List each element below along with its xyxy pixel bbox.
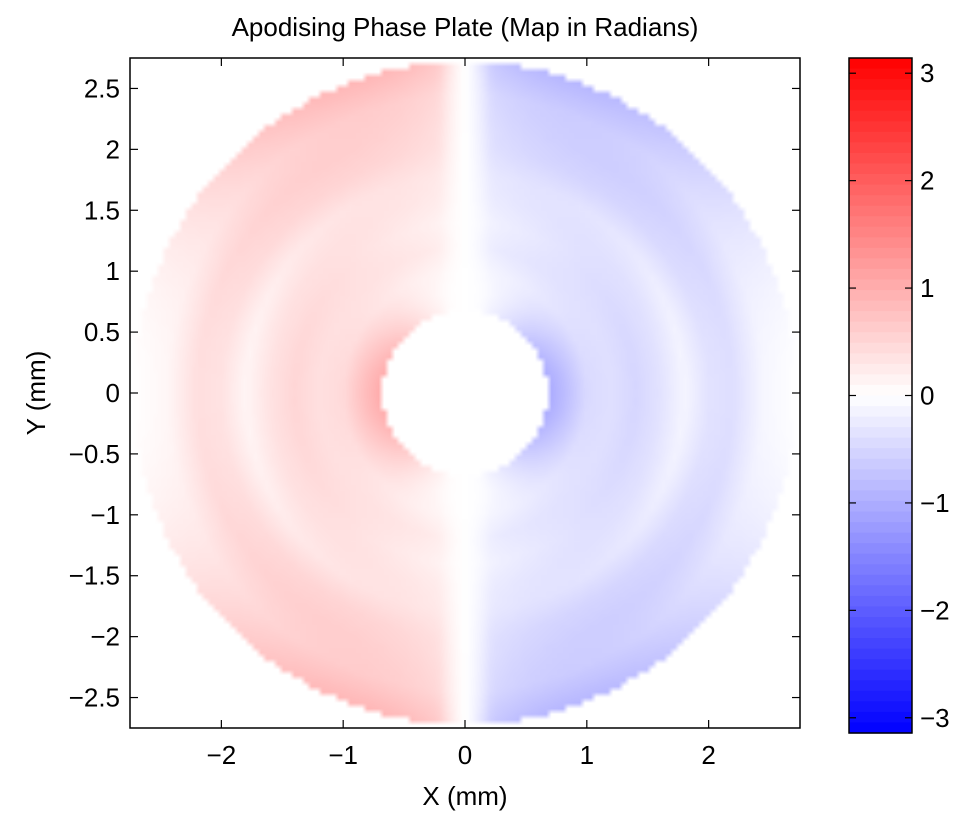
colorbar-band (849, 722, 912, 734)
colorbar-band (849, 131, 912, 143)
colorbar-band (849, 416, 912, 428)
colorbar-band (849, 58, 912, 70)
colorbar-band (849, 110, 912, 122)
colorbar-ticks: 3 2 1 0 −1 −2 −3 (849, 58, 950, 733)
colorbar-band (849, 216, 912, 228)
phase-map-heatmap (130, 58, 800, 728)
x-tick-label: −1 (328, 740, 358, 770)
colorbar-band (849, 374, 912, 386)
colorbar-band (849, 163, 912, 175)
colorbar-band (849, 659, 912, 671)
chart-title: Apodising Phase Plate (Map in Radians) (232, 12, 699, 42)
colorbar-band (849, 290, 912, 302)
colorbar-tick-label: −1 (920, 488, 950, 518)
colorbar-band (849, 522, 912, 534)
colorbar-band (849, 511, 912, 523)
colorbar-band (849, 543, 912, 555)
x-tick-label: −2 (207, 740, 237, 770)
colorbar-band (849, 574, 912, 586)
colorbar-tick-label: −3 (920, 703, 950, 733)
y-tick-label: −2.5 (69, 683, 120, 713)
colorbar-band (849, 89, 912, 101)
y-tick-label: 2.5 (84, 73, 120, 103)
colorbar-band (849, 606, 912, 618)
colorbar-band (849, 258, 912, 270)
colorbar-band (849, 437, 912, 449)
colorbar-tick-label: 1 (920, 273, 934, 303)
colorbar-band (849, 395, 912, 407)
y-tick-label: 0.5 (84, 317, 120, 347)
colorbar-band (849, 195, 912, 207)
colorbar-band (849, 226, 912, 238)
colorbar-band (849, 384, 912, 397)
x-axis-ticks: −2 −1 0 1 2 (207, 58, 716, 770)
y-axis-label: Y (mm) (21, 351, 51, 436)
y-tick-label: −0.5 (69, 439, 120, 469)
x-tick-label: 1 (580, 740, 594, 770)
colorbar-band (849, 648, 912, 660)
x-tick-label: 2 (701, 740, 715, 770)
colorbar-band (849, 184, 912, 196)
y-axis-ticks: 2.5 2 1.5 1 0.5 0 −0.5 −1 −1.5 −2 −2.5 (69, 73, 800, 713)
colorbar-tick-label: 0 (920, 381, 934, 411)
colorbar-tick-label: 3 (920, 58, 934, 88)
colorbar-band (849, 247, 912, 259)
colorbar-band (849, 142, 912, 154)
colorbar-band (849, 500, 912, 513)
y-tick-label: 0 (106, 378, 120, 408)
colorbar-band (849, 638, 912, 650)
colorbar-band (849, 406, 912, 418)
colorbar-band (849, 490, 912, 502)
colorbar-band (849, 532, 912, 544)
colorbar-band (849, 205, 912, 217)
colorbar-band (849, 268, 912, 281)
colorbar: 3 2 1 0 −1 −2 −3 (848, 57, 950, 734)
colorbar-band (849, 353, 912, 365)
colorbar-gradient (849, 58, 912, 734)
x-tick-label: 0 (458, 740, 472, 770)
colorbar-band (849, 321, 912, 333)
colorbar-band (849, 448, 912, 460)
y-tick-label: 1 (106, 256, 120, 286)
colorbar-band (849, 711, 912, 724)
colorbar-band (849, 427, 912, 439)
colorbar-band (849, 79, 912, 91)
y-tick-label: −1.5 (69, 561, 120, 591)
colorbar-band (849, 121, 912, 133)
colorbar-band (849, 680, 912, 692)
x-axis-label: X (mm) (422, 781, 507, 811)
colorbar-band (849, 279, 912, 291)
colorbar-band (849, 152, 912, 165)
y-tick-label: 1.5 (84, 195, 120, 225)
colorbar-band (849, 627, 912, 639)
colorbar-band (849, 332, 912, 344)
colorbar-band (849, 363, 912, 376)
colorbar-band (849, 342, 912, 354)
colorbar-band (849, 701, 912, 713)
colorbar-band (849, 669, 912, 681)
y-tick-label: −1 (90, 500, 120, 530)
colorbar-band (849, 300, 912, 312)
y-tick-label: −2 (90, 622, 120, 652)
colorbar-band (849, 595, 912, 608)
colorbar-band (849, 616, 912, 629)
colorbar-band (849, 458, 912, 470)
colorbar-tick-label: −2 (920, 595, 950, 625)
colorbar-band (849, 585, 912, 597)
colorbar-band (849, 469, 912, 481)
colorbar-band (849, 174, 912, 186)
colorbar-band (849, 100, 912, 112)
plot-area: −2 −1 0 1 2 2.5 2 1.5 1 0.5 0 −0.5 −1 −1.5 −2 −2.5 (69, 57, 801, 770)
colorbar-band (849, 237, 912, 249)
colorbar-band (849, 553, 912, 565)
colorbar-band (849, 68, 912, 80)
colorbar-band (849, 690, 912, 702)
y-tick-label: 2 (106, 134, 120, 164)
colorbar-tick-label: 2 (920, 166, 934, 196)
colorbar-band (849, 564, 912, 576)
colorbar-band (849, 311, 912, 323)
colorbar-band (849, 479, 912, 492)
